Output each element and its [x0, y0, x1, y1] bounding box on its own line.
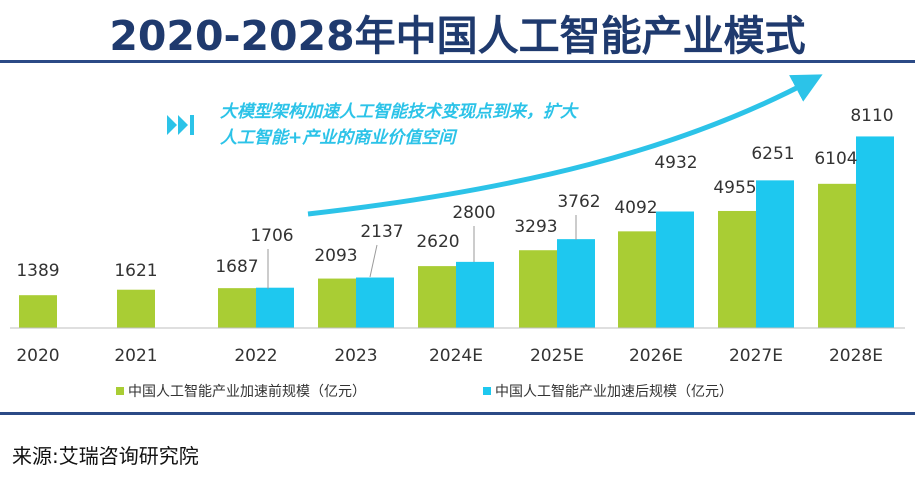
bar-after-2025E	[557, 239, 595, 328]
value-label-before: 2620	[416, 232, 459, 252]
value-label-after: 3762	[557, 192, 600, 212]
bar-after-2024E	[456, 261, 494, 328]
value-label-before: 1687	[215, 257, 258, 277]
bar-after-2026E	[656, 211, 694, 328]
x-tick-label: 2028E	[829, 346, 883, 366]
x-tick-label: 2027E	[729, 346, 783, 366]
legend-label-before: 中国人工智能产业加速前规模（亿元）	[128, 383, 366, 400]
bar-chart: 大模型架构加速人工智能技术变现点到来，扩大 人工智能+产业的商业价值空间 202…	[10, 74, 905, 400]
source-note: 来源:艾瑞咨询研究院	[12, 444, 199, 468]
x-tick-label: 2026E	[629, 346, 683, 366]
value-label-after: 2800	[452, 203, 495, 223]
bar-before-2020	[19, 295, 57, 328]
value-label-after: 1706	[250, 226, 293, 246]
x-tick-label: 2024E	[429, 346, 483, 366]
value-label-before: 1621	[114, 261, 157, 281]
bar-before-2028E	[818, 183, 856, 328]
bar-before-2023	[318, 278, 356, 328]
title-divider	[0, 60, 915, 63]
legend-swatch-before	[116, 387, 124, 395]
bar-before-2024E	[418, 266, 456, 328]
fast-forward-icon	[167, 115, 194, 135]
legend: 中国人工智能产业加速前规模（亿元） 中国人工智能产业加速后规模（亿元）	[116, 383, 733, 400]
bar-group: 2020 2021 2022 2023 2024E 2025E 2026E 2027E 2028…	[16, 106, 894, 366]
x-tick-label: 2023	[334, 346, 377, 366]
bar-after-2022	[256, 287, 294, 328]
bar-before-2022	[218, 288, 256, 328]
value-label-after: 8110	[850, 106, 893, 126]
value-label-after: 6251	[751, 144, 794, 164]
annotation-line-1: 大模型架构加速人工智能技术变现点到来，扩大	[220, 102, 579, 122]
page-title: 2020-2028年中国人工智能产业模式	[109, 12, 806, 60]
value-label-after: 4932	[654, 153, 697, 173]
x-tick-label: 2020	[16, 346, 59, 366]
bar-before-2027E	[718, 210, 756, 328]
bar-after-2023	[356, 277, 394, 328]
value-label-before: 2093	[314, 246, 357, 266]
bar-after-2028E	[856, 136, 894, 328]
value-label-before: 1389	[16, 261, 59, 281]
bottom-divider	[0, 412, 915, 415]
bar-before-2025E	[519, 250, 557, 328]
value-label-before: 6104	[814, 149, 857, 169]
bar-before-2021	[117, 289, 155, 328]
value-label-before: 4092	[614, 198, 657, 218]
value-label-after: 2137	[360, 222, 403, 242]
trend-arrow	[307, 74, 823, 217]
x-tick-label: 2025E	[530, 346, 584, 366]
value-label-before: 4955	[713, 178, 756, 198]
value-label-before: 3293	[514, 217, 557, 237]
x-tick-label: 2021	[114, 346, 157, 366]
x-tick-label: 2022	[234, 346, 277, 366]
bar-after-2027E	[756, 180, 794, 328]
legend-swatch-after	[483, 387, 491, 395]
annotation-line-2: 人工智能+产业的商业价值空间	[220, 128, 458, 148]
legend-label-after: 中国人工智能产业加速后规模（亿元）	[495, 384, 733, 400]
bar-before-2026E	[618, 231, 656, 328]
leader-line	[369, 244, 378, 278]
